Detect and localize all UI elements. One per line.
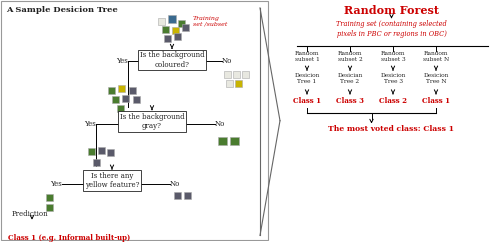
Text: Class 1: Class 1 — [422, 97, 450, 105]
Bar — [226, 80, 233, 87]
Bar — [88, 148, 95, 155]
Text: Yes: Yes — [84, 120, 96, 128]
Bar — [178, 20, 185, 27]
Bar — [230, 137, 239, 145]
Bar — [174, 33, 181, 40]
Text: Is the background
gray?: Is the background gray? — [120, 113, 184, 130]
Text: Class 3: Class 3 — [336, 97, 364, 105]
Bar — [168, 15, 176, 23]
Text: Prediction: Prediction — [12, 210, 49, 218]
Bar — [107, 149, 114, 156]
Text: No: No — [215, 120, 226, 128]
Bar — [46, 194, 53, 201]
Bar — [112, 96, 119, 103]
Bar — [218, 137, 227, 145]
Text: Random
subset 2: Random subset 2 — [338, 51, 362, 62]
Text: Is there any
yellow feature?: Is there any yellow feature? — [85, 172, 139, 189]
Text: Desicion
Tree 1: Desicion Tree 1 — [294, 73, 320, 84]
Bar — [122, 95, 129, 102]
FancyBboxPatch shape — [1, 1, 268, 240]
Bar — [117, 105, 124, 112]
Bar — [182, 24, 189, 31]
Text: Random
subset N: Random subset N — [423, 51, 449, 62]
Bar — [184, 192, 191, 199]
Bar — [242, 71, 249, 78]
Text: No: No — [170, 180, 180, 188]
Text: Random Forest: Random Forest — [344, 5, 439, 16]
Text: Random
subset 3: Random subset 3 — [380, 51, 406, 62]
Bar — [224, 71, 231, 78]
Text: A Sample Desicion Tree: A Sample Desicion Tree — [6, 6, 118, 14]
Bar — [164, 35, 171, 41]
Bar — [233, 71, 240, 78]
Bar — [235, 80, 242, 87]
Text: Desicion
Tree N: Desicion Tree N — [424, 73, 448, 84]
Text: Is the background
coloured?: Is the background coloured? — [140, 51, 204, 69]
Bar — [172, 27, 179, 34]
Text: The most voted class: Class 1: The most voted class: Class 1 — [328, 125, 454, 133]
Text: Training
set /subset: Training set /subset — [193, 16, 228, 27]
Bar — [174, 192, 181, 199]
Text: Yes: Yes — [116, 57, 128, 65]
Text: No: No — [222, 57, 232, 65]
Bar — [158, 18, 165, 25]
Bar — [162, 26, 169, 33]
Bar — [108, 87, 115, 94]
Text: Class 1 (e.g. Informal built-up): Class 1 (e.g. Informal built-up) — [8, 234, 130, 243]
Text: Desician
Tree 2: Desician Tree 2 — [338, 73, 362, 84]
Text: Class 2: Class 2 — [379, 97, 407, 105]
Text: Yes: Yes — [50, 180, 62, 188]
Text: Class 1: Class 1 — [293, 97, 321, 105]
Bar — [129, 87, 136, 94]
Bar — [93, 159, 100, 166]
Bar — [98, 147, 105, 154]
Text: Training set (containing selected
pixels in PBC or regions in OBC): Training set (containing selected pixels… — [336, 20, 447, 38]
Text: Desicion
Tree 3: Desicion Tree 3 — [380, 73, 406, 84]
Text: Random
subset 1: Random subset 1 — [294, 51, 320, 62]
Bar — [46, 204, 53, 211]
Bar — [118, 85, 125, 92]
Bar — [133, 96, 140, 103]
